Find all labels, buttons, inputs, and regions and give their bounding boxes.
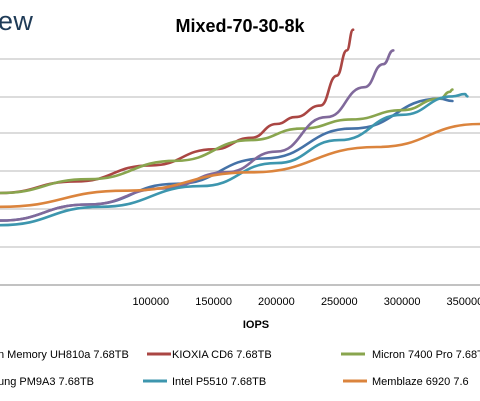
x-axis-label: IOPS	[243, 319, 269, 331]
legend-label: Memblaze 6920 7.6	[372, 376, 469, 388]
legend-label: Intel P5510 7.68TB	[172, 376, 266, 388]
x-tick-label: 250000	[321, 296, 358, 308]
x-tick-label: 200000	[258, 296, 295, 308]
series-lines	[0, 28, 480, 227]
brand-logo-text: ew	[0, 6, 34, 36]
x-tick-label: 300000	[384, 296, 421, 308]
legend: n Memory UH810a 7.68TB KIOXIA CD6 7.68TB M…	[0, 349, 480, 388]
series-line	[0, 92, 469, 227]
series-line	[0, 49, 395, 222]
x-tick-label: 350000	[447, 296, 480, 308]
x-tick-label: 150000	[195, 296, 232, 308]
x-axis-ticks: 100000 150000 200000 250000 300000 350000	[132, 296, 480, 308]
legend-label: n Memory UH810a 7.68TB	[0, 349, 129, 361]
series-line	[0, 28, 355, 195]
legend-label: Micron 7400 Pro 7.68TB	[372, 349, 480, 361]
legend-label: KIOXIA CD6 7.68TB	[172, 349, 272, 361]
x-tick-label: 100000	[132, 296, 169, 308]
series-line	[0, 122, 480, 209]
legend-label: ung PM9A3 7.68TB	[0, 376, 94, 388]
chart-title: Mixed-70-30-8k	[175, 16, 305, 36]
series-line	[0, 88, 454, 195]
gridlines	[0, 58, 480, 286]
